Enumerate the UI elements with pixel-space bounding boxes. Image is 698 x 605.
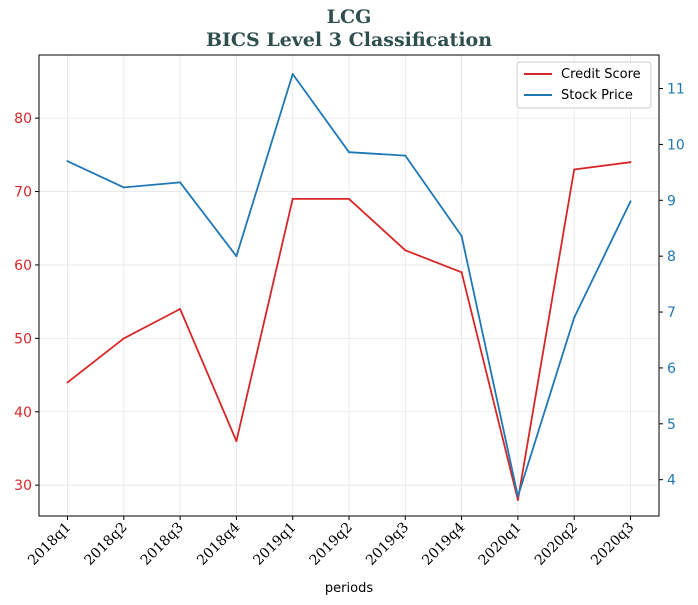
- data-point: [179, 307, 182, 310]
- data-point: [629, 161, 632, 164]
- data-point: [122, 186, 125, 189]
- x-tick-label: 2019q1: [250, 520, 299, 569]
- x-tick-label: 2019q2: [307, 520, 356, 569]
- legend-label-credit-score: Credit Score: [561, 67, 641, 82]
- left-tick-label: 70: [14, 185, 32, 201]
- data-point: [235, 440, 238, 443]
- left-tick-label: 80: [14, 111, 32, 127]
- chart-title: LCG: [327, 6, 372, 28]
- data-point: [629, 200, 632, 203]
- right-tick-label: 10: [667, 137, 685, 153]
- chart-subtitle: BICS Level 3 Classification: [206, 29, 492, 51]
- right-tick-label: 7: [667, 305, 676, 321]
- x-tick-label: 2019q4: [419, 519, 468, 568]
- data-point: [460, 235, 463, 238]
- data-point: [404, 249, 407, 252]
- data-point: [122, 337, 125, 340]
- left-tick-label: 30: [14, 478, 32, 494]
- data-point: [516, 495, 519, 498]
- left-tick-label: 50: [14, 331, 32, 347]
- data-point: [66, 381, 69, 384]
- x-tick-label: 2018q4: [194, 519, 243, 568]
- right-tick-label: 8: [667, 249, 676, 265]
- x-tick-label: 2018q3: [138, 520, 187, 569]
- x-tick-label: 2019q3: [363, 520, 412, 569]
- left-tick-label: 60: [14, 258, 32, 274]
- data-point: [348, 197, 350, 200]
- x-tick-label: 2020q2: [532, 520, 581, 569]
- left-tick-label: 40: [14, 405, 32, 421]
- data-point: [291, 197, 294, 200]
- left-y-axis: 30 40 50 60 70 80: [14, 111, 39, 494]
- right-y-axis: 4 5 6 7 8 9 10 11: [659, 82, 685, 489]
- data-point: [573, 168, 576, 171]
- right-tick-label: 5: [667, 417, 676, 433]
- data-point: [460, 271, 463, 274]
- legend-label-stock-price: Stock Price: [561, 88, 633, 103]
- data-point: [348, 151, 350, 154]
- x-tick-label: 2020q1: [476, 520, 525, 569]
- data-point: [179, 181, 182, 184]
- x-tick-label: 2018q2: [81, 520, 130, 569]
- right-tick-label: 4: [667, 473, 676, 489]
- x-tick-label: 2018q1: [25, 520, 74, 569]
- data-point: [573, 316, 576, 319]
- right-tick-label: 6: [667, 361, 676, 377]
- grid-lines: [39, 55, 659, 516]
- x-axis: 2018q1 2018q2 2018q3 2018q4 2019q1 2019q2 2019…: [25, 516, 637, 569]
- x-axis-label: periods: [325, 581, 373, 596]
- data-point: [66, 160, 69, 163]
- x-tick-label: 2020q3: [588, 520, 637, 569]
- data-point: [516, 498, 519, 501]
- data-point: [291, 72, 294, 75]
- legend: Credit Score Stock Price: [516, 61, 652, 109]
- right-tick-label: 9: [667, 193, 676, 209]
- data-point: [404, 154, 407, 157]
- right-tick-label: 11: [667, 82, 685, 98]
- data-point: [235, 255, 238, 258]
- series-lines: [66, 72, 632, 501]
